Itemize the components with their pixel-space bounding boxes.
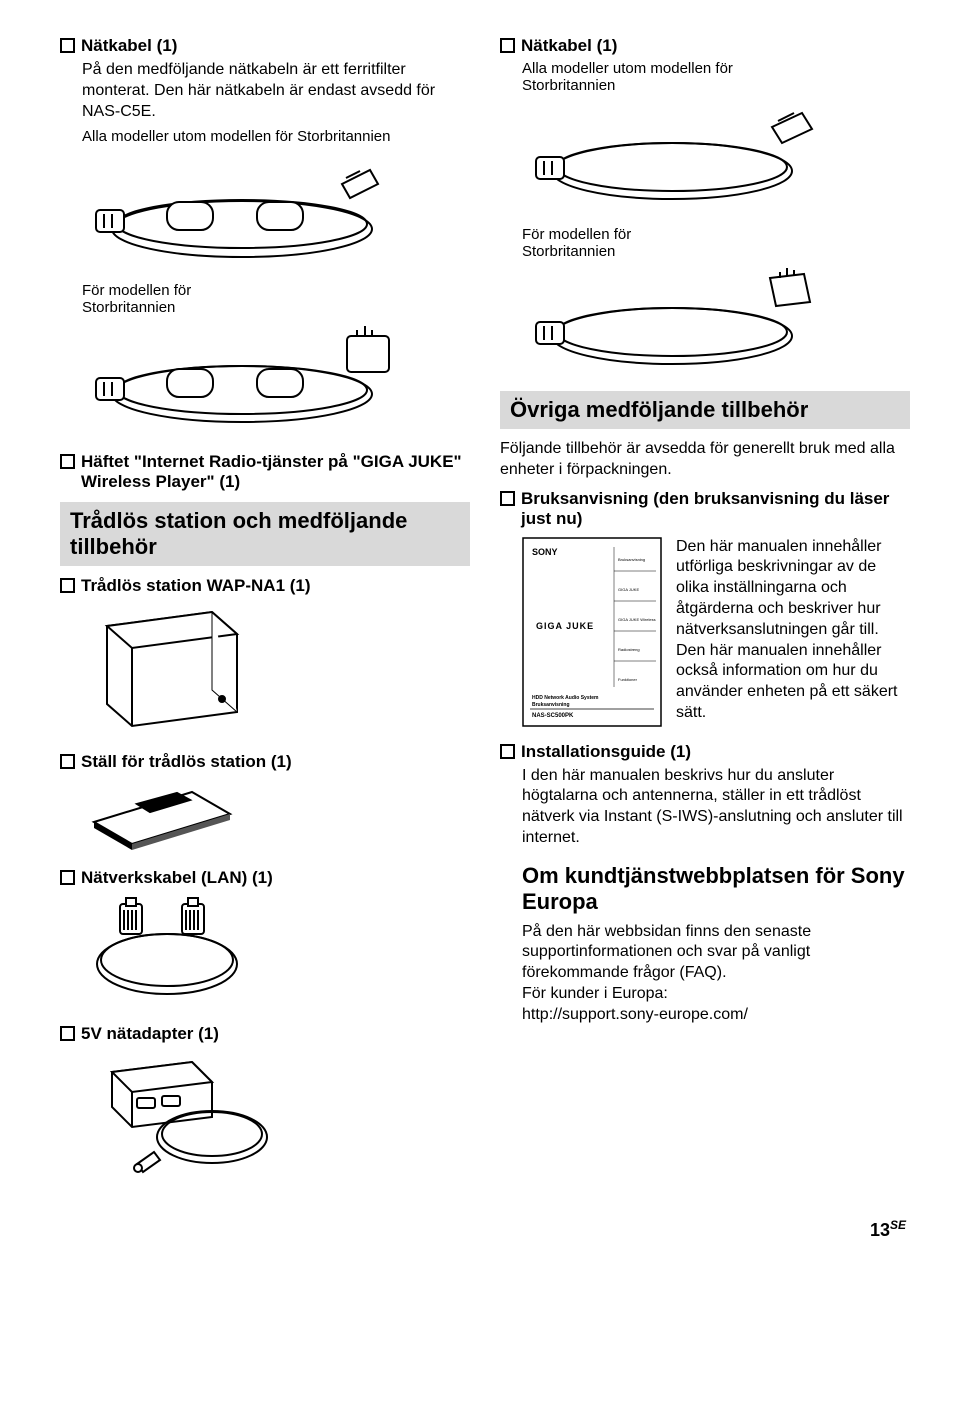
page-number: 13SE [60,1218,910,1241]
note-text: Alla modeller utom modellen för Storbrit… [522,60,910,95]
sony-logo-text: SONY [532,547,558,557]
heading-text: 5V nätadapter (1) [81,1024,219,1044]
item-5v-adapter: 5V nätadapter (1) [60,1024,470,1044]
checkbox-icon [60,1026,75,1041]
note-text: För modellen för Storbritannien [522,226,910,261]
cable2-uk-illustration [522,268,910,373]
heading-text: Bruksanvisning (den bruksanvisning du lä… [521,489,910,529]
heading-text: Nätkabel (1) [521,36,617,56]
subheading-kundtjanst: Om kundtjänstwebbplatsen för Sony Europa [522,863,910,916]
item-natkabel-right: Nätkabel (1) [500,36,910,56]
adapter-illustration [82,1052,470,1182]
two-column-layout: Nätkabel (1) På den medföljande nätkabel… [60,30,910,1200]
cable2-illustration [522,103,910,208]
manual-row: SONY GIGA JUKE Bruksanvisning GIGA JUKE … [522,537,910,732]
cable-uk-illustration [82,324,470,434]
item-body: I den här manualen beskrivs hur du anslu… [522,766,910,849]
item-bruksanvisning: Bruksanvisning (den bruksanvisning du lä… [500,489,910,529]
svg-text:Radiostreng: Radiostreng [618,647,640,652]
item-body: På den medföljande nätkabeln är ett ferr… [82,60,470,122]
note-text: För modellen för Storbritannien [82,282,470,317]
heading-text: Ställ för trådlös station (1) [81,752,292,772]
subheading-body: På den här webbsidan finns den senaste s… [522,922,910,1026]
item-natkabel-left: Nätkabel (1) [60,36,470,56]
svg-text:Bruksanvisning: Bruksanvisning [532,702,570,708]
wireless-station-illustration [82,604,470,734]
cable-ferrite-illustration [82,154,470,264]
svg-text:HDD Network Audio System: HDD Network Audio System [532,695,599,701]
manual-cover-illustration: SONY GIGA JUKE Bruksanvisning GIGA JUKE … [522,537,662,732]
heading-text: Häftet "Internet Radio-tjänster på "GIGA… [81,452,470,492]
svg-text:Bruksanvisning: Bruksanvisning [618,557,645,562]
left-column: Nätkabel (1) På den medföljande nätkabel… [60,30,470,1200]
manual-description: Den här manualen innehåller utförliga be… [676,537,910,732]
heading-text: Trådlös station WAP-NA1 (1) [81,576,311,596]
page: Nätkabel (1) På den medföljande nätkabel… [0,0,960,1261]
checkbox-icon [60,754,75,769]
lan-cable-illustration [82,896,470,1006]
right-column: Nätkabel (1) Alla modeller utom modellen… [500,30,910,1200]
stand-illustration [82,780,470,850]
item-lan-cable: Nätverkskabel (LAN) (1) [60,868,470,888]
item-wap-na1: Trådlös station WAP-NA1 (1) [60,576,470,596]
checkbox-icon [500,491,515,506]
gigajuke-text: GIGA JUKE [536,621,594,631]
item-haftet: Häftet "Internet Radio-tjänster på "GIGA… [60,452,470,492]
heading-text: Installationsguide (1) [521,742,691,762]
section-tradlos: Trådlös station och medföljande tillbehö… [60,502,470,566]
intro-paragraph: Följande tillbehör är avsedda för genere… [500,439,910,481]
svg-text:NAS-SC500PK: NAS-SC500PK [532,713,574,719]
item-stand: Ställ för trådlös station (1) [60,752,470,772]
checkbox-icon [60,578,75,593]
svg-text:GIGA JUKE Wireless: GIGA JUKE Wireless [618,617,656,622]
svg-text:GIGA JUKE: GIGA JUKE [618,587,639,592]
heading-text: Nätkabel (1) [81,36,177,56]
item-installationsguide: Installationsguide (1) [500,742,910,762]
page-number-lang: SE [890,1218,906,1232]
note-text: Alla modeller utom modellen för Storbrit… [82,128,470,145]
page-number-value: 13 [870,1220,890,1240]
section-ovriga: Övriga medföljande tillbehör [500,391,910,429]
checkbox-icon [60,38,75,53]
checkbox-icon [500,38,515,53]
checkbox-icon [60,870,75,885]
checkbox-icon [500,744,515,759]
heading-text: Nätverkskabel (LAN) (1) [81,868,273,888]
checkbox-icon [60,454,75,469]
svg-text:Funktioner: Funktioner [618,677,638,682]
